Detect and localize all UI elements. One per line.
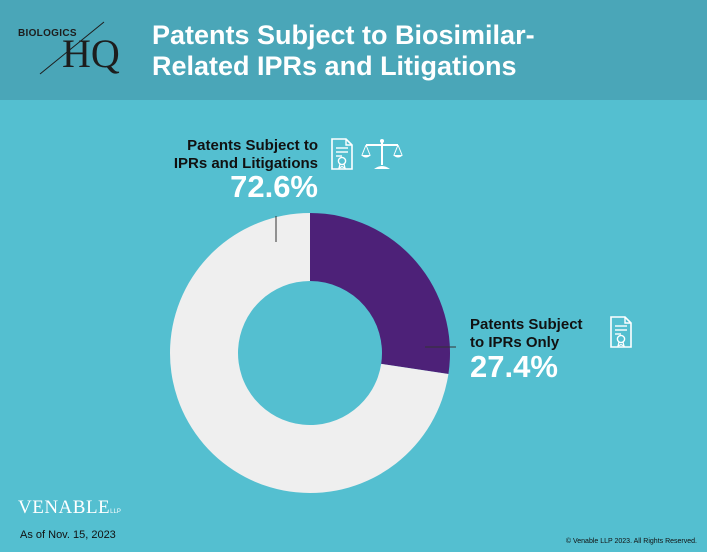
litigation-label-line-1: Patents Subject to — [187, 137, 318, 154]
litigation-percent: 72.6% — [230, 169, 318, 204]
venable-logo-text: VENABLE — [18, 497, 111, 518]
certificate-document-icon — [610, 316, 632, 348]
certificate-document-icon — [331, 138, 353, 170]
donut-slice-ipr-only — [310, 213, 450, 375]
litigation-label: Patents Subject to IPRs and Litigations — [150, 137, 318, 173]
copyright-notice: © Venable LLP 2023. All Rights Reserved. — [565, 538, 697, 545]
title-line-2: Related IPRs and Litigations — [152, 51, 517, 81]
donut-slices — [169, 213, 450, 493]
biologics-hq-logo: BIOLOGICS HQ — [14, 18, 134, 82]
venable-logo: VENABLELLP — [18, 497, 121, 519]
litigation-label-line-2: IPRs and Litigations — [173, 155, 318, 172]
ipr-only-label-line-1: Patents Subject — [470, 316, 583, 333]
ipr-only-label: Patents Subject to IPRs Only — [470, 316, 583, 352]
logo-small-text: BIOLOGICS — [18, 28, 77, 39]
scales-of-justice-icon — [361, 139, 403, 169]
ipr-only-label-line-2: to IPRs Only — [470, 334, 560, 351]
ipr-only-percent: 27.4% — [470, 349, 558, 384]
page-title: Patents Subject to Biosimilar- Related I… — [152, 20, 672, 82]
header-banner: BIOLOGICS HQ Patents Subject to Biosimil… — [0, 0, 707, 100]
venable-logo-suffix: LLP — [110, 509, 121, 515]
as-of-date: As of Nov. 15, 2023 — [20, 529, 116, 541]
logo-slash — [39, 21, 105, 75]
logo-big-text: HQ — [62, 31, 120, 76]
title-line-1: Patents Subject to Biosimilar- — [152, 20, 535, 50]
donut-slice-ipr-and-litigation — [169, 213, 449, 493]
